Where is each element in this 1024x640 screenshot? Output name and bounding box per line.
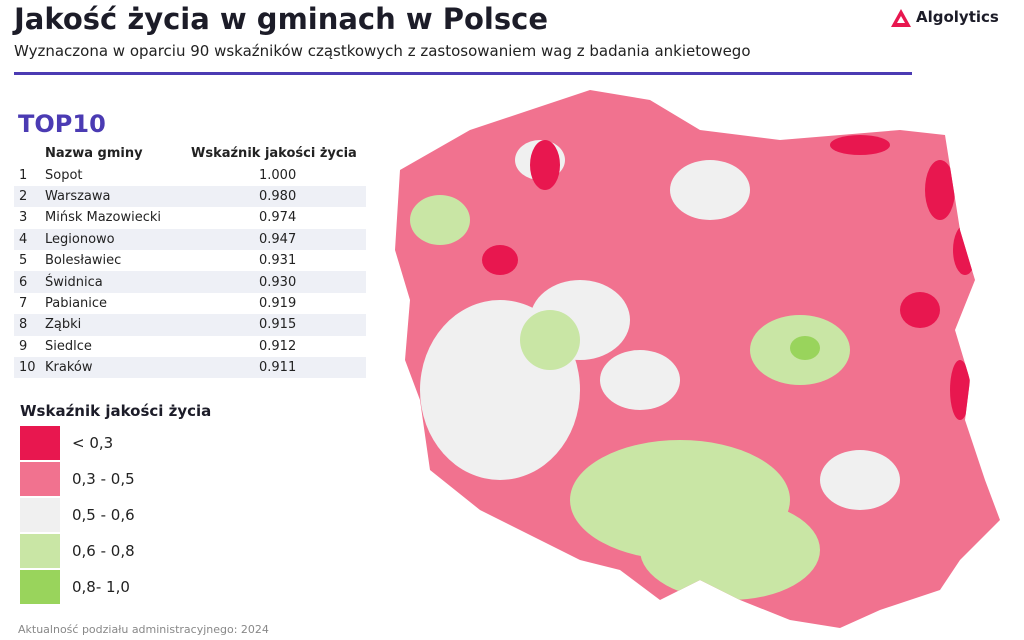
table-row: 10 Kraków 0.911 [14,356,366,379]
table-cell: Siedlce [45,338,92,354]
table-cell: 2 [14,185,45,208]
legend-label: 0,3 - 0,5 [72,470,135,488]
table-cell: 4 [14,228,45,250]
table-cell: 0.974 [259,210,297,226]
table-cell: 0.947 [191,228,366,250]
table-cell: Świdnica [45,271,191,293]
table-cell: 0.931 [259,253,297,269]
table-row: 7 Pabianice 0.919 [14,293,366,314]
subtitle: Wyznaczona w oparciu 90 wskaźników cząst… [14,42,751,60]
legend-swatch [20,426,60,460]
table-row: 5 Bolesławiec 0.931 [14,250,366,271]
table-cell: Kraków [45,356,191,379]
table-row: 9 Siedlce 0.912 [14,336,366,357]
logo: Algolytics [916,8,999,26]
table-cell: Sopot [45,167,83,183]
legend-label: 0,8- 1,0 [72,578,130,596]
map [395,90,1000,628]
column-header: Nazwa gminy [45,146,143,162]
divider [14,72,912,75]
table-cell: 0.930 [191,271,366,293]
table-cell: 0.919 [259,295,297,311]
table-row: 2 Warszawa 0.980 [14,185,366,208]
footnote: Aktualność podziału administracyjnego: 2… [18,623,269,636]
header-row: Nazwa gminy Wskaźnik jakości życia [14,143,366,164]
table-row: 1 Sopot 1.000 [14,164,366,185]
legend-label: 0,5 - 0,6 [72,506,135,524]
logo-icon [891,9,911,27]
choropleth [395,90,1000,628]
legend-swatch [20,570,60,604]
table-cell: 8 [14,314,45,336]
table-cell: 0.915 [191,314,366,336]
table-cell: 0.980 [191,185,366,208]
table-cell: 0.912 [259,338,297,354]
table-cell: 1 [19,167,28,183]
table-row: 4 Legionowo 0.947 [14,228,366,250]
legend-swatch [20,498,60,532]
legend-title: Wskaźnik jakości życia [20,402,212,420]
table-cell: Ząbki [45,314,191,336]
legend-swatch [20,534,60,568]
table-cell: 10 [14,356,45,379]
table-cell: 1.000 [259,167,297,183]
column-header: Wskaźnik jakości życia [191,146,357,162]
table-row: 6 Świdnica 0.930 [14,271,366,293]
legend-swatch [20,462,60,496]
legend-label: < 0,3 [72,434,114,452]
table-row: 8 Ząbki 0.915 [14,314,366,336]
table-row: 3 Mińsk Mazowiecki 0.974 [14,207,366,228]
table-cell: Pabianice [45,295,108,311]
top10-table: Nazwa gminy Wskaźnik jakości życia 1 Sopo… [14,143,366,379]
table-cell: 7 [19,295,28,311]
legend-label: 0,6 - 0,8 [72,542,135,560]
title: Jakość życia w gminach w Polsce [14,2,548,36]
table-cell: Legionowo [45,228,191,250]
table-cell: 6 [14,271,45,293]
table-cell: 5 [19,253,28,269]
table-cell: 9 [19,338,28,354]
table-cell: 0.911 [191,356,366,379]
table-cell: Warszawa [45,185,191,208]
table-cell: Mińsk Mazowiecki [45,210,161,226]
table-title: TOP10 [18,110,106,138]
table-cell: Bolesławiec [45,253,122,269]
table-cell: 3 [19,210,28,226]
